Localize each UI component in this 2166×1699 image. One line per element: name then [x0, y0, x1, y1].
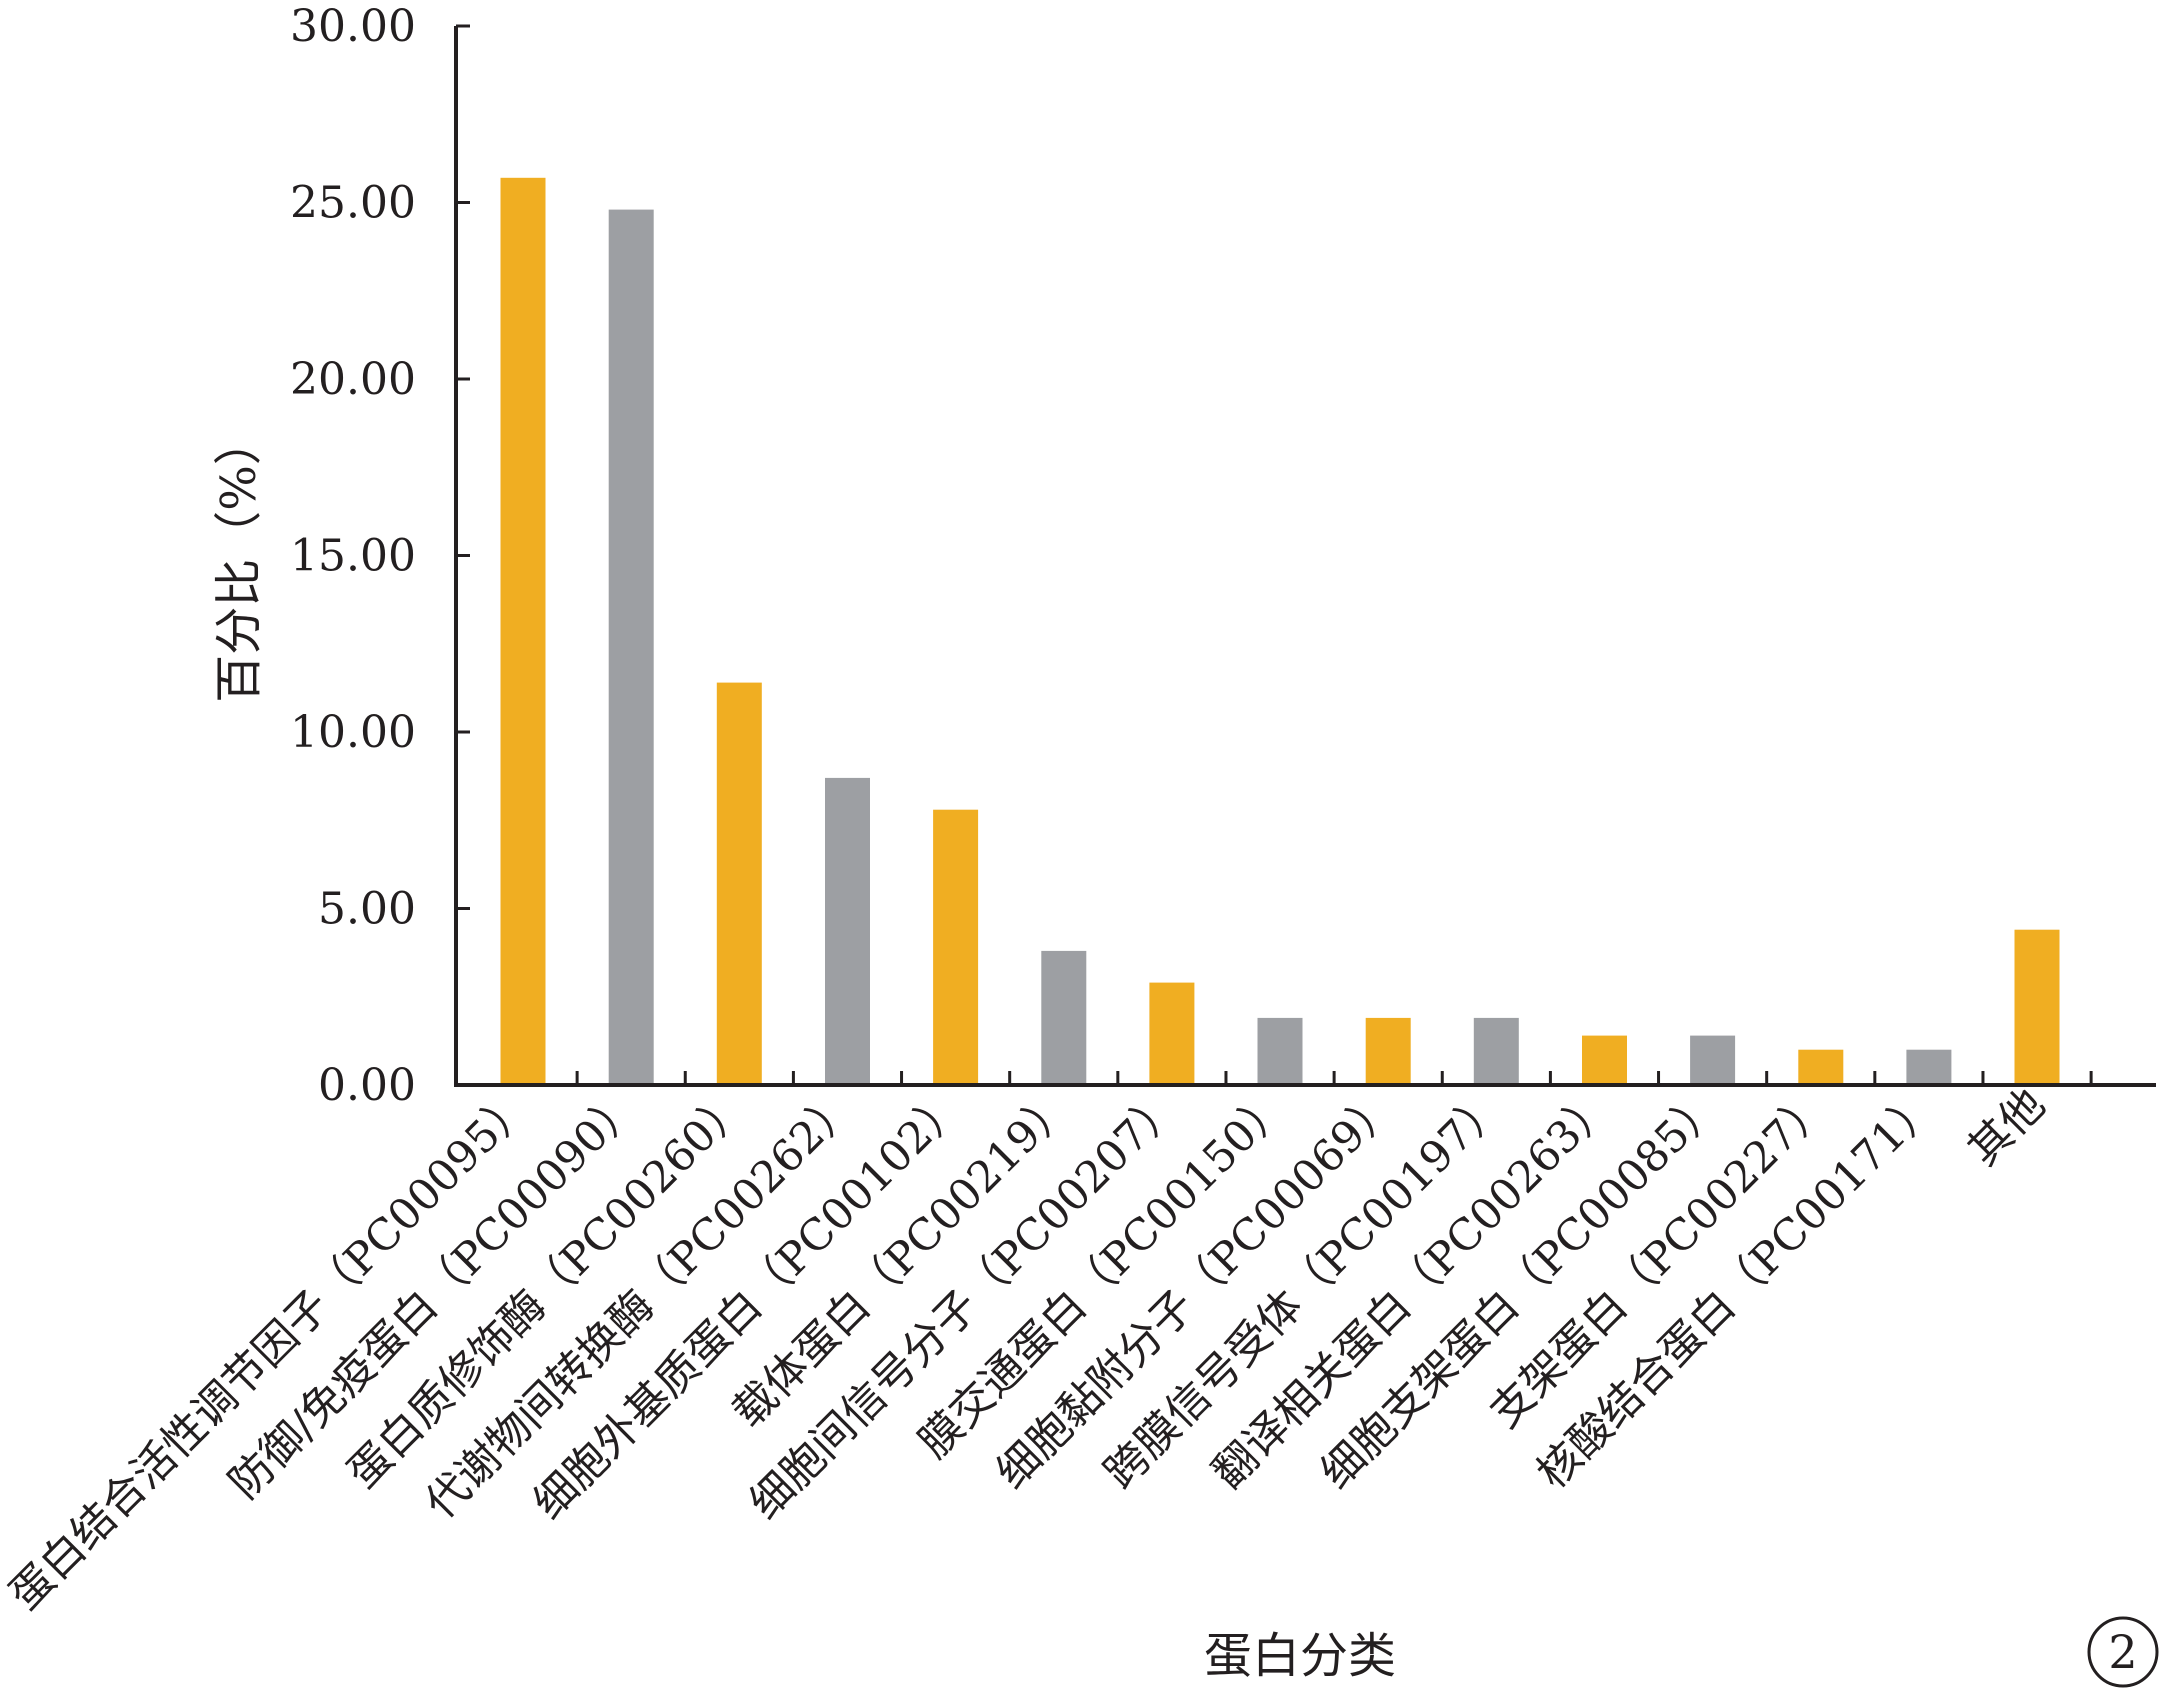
- category-labels-group: 蛋白结合活性调节因子（PC00095）防御/免疫蛋白（PC00090）蛋白质修饰…: [0, 1079, 2055, 1620]
- x-axis-title: 蛋白分类: [1204, 1628, 1396, 1684]
- bar-6: [1041, 950, 1087, 1085]
- y-tick-label: 30.00: [290, 1, 416, 52]
- y-tick-label: 5.00: [318, 884, 416, 935]
- y-tick-label: 15.00: [290, 531, 416, 582]
- bar-7: [1149, 982, 1195, 1085]
- bar-10: [1473, 1017, 1519, 1085]
- y-axis-title: 百分比（%）: [211, 417, 267, 703]
- y-tick-label: 10.00: [290, 707, 416, 758]
- y-tick-label: 0.00: [318, 1060, 416, 1111]
- bars-group: [500, 177, 2060, 1086]
- x-category-label: 蛋白质修饰酶（PC00260）: [338, 1079, 757, 1498]
- panel-label-circle: [2087, 1616, 2159, 1688]
- bar-8: [1257, 1017, 1303, 1085]
- bar-2: [608, 209, 654, 1086]
- bar-9: [1365, 1017, 1411, 1085]
- bar-15: [2014, 929, 2060, 1085]
- axes-group: [454, 26, 2156, 1087]
- bar-4: [825, 777, 870, 1085]
- bar-3: [716, 682, 762, 1085]
- bar-1: [500, 177, 546, 1086]
- bar-12: [1690, 1035, 1736, 1085]
- panel-label: 2: [2108, 1625, 2137, 1679]
- x-ticks-group: [575, 1071, 2093, 1085]
- bar-5: [933, 809, 979, 1085]
- y-tick-label: 25.00: [290, 178, 416, 229]
- bar-11: [1582, 1035, 1627, 1085]
- y-tick-label: 20.00: [290, 354, 416, 405]
- x-category-label: 其他: [1959, 1079, 2055, 1175]
- bar-13: [1798, 1049, 1844, 1085]
- bar-14: [1906, 1049, 1952, 1085]
- y-ticks-group: 0.00 5.00 10.00 15.00 20.00 25.00 30.00: [290, 1, 470, 1111]
